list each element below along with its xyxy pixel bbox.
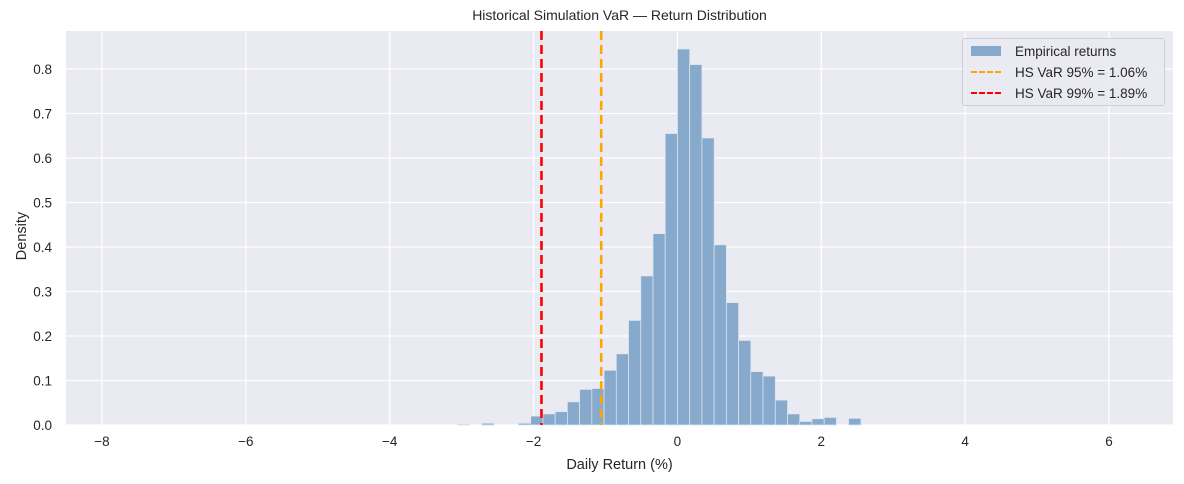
histogram-bar [750,371,764,426]
histogram-bar [566,401,581,426]
legend-item-var95: HS VaR 95% = 1.06% [971,62,1147,82]
histogram-bar [725,302,740,426]
y-tick-label: 0.8 [33,62,52,77]
y-tick-label: 0.1 [33,374,52,389]
histogram-bar [774,399,788,426]
x-tick-label: 2 [818,434,826,449]
legend-label: HS VaR 99% = 1.89% [1015,85,1148,101]
y-tick-label: 0.0 [33,418,52,433]
x-tick-label: −2 [526,434,541,449]
histogram-bar [811,418,825,426]
legend-dashed-line-icon [971,71,1001,73]
histogram-bar [689,64,703,426]
y-axis-ticks: 0.0 0.1 0.2 0.3 0.4 0.5 0.6 0.7 0.8 [33,62,52,433]
y-axis-label: Density [14,211,30,261]
histogram-bar [481,422,495,426]
y-tick-label: 0.5 [33,196,52,211]
x-tick-label: 6 [1105,434,1113,449]
y-tick-label: 0.3 [33,285,52,300]
histogram-bar [848,417,862,426]
histogram-bar [823,417,837,426]
histogram-bar [640,275,654,426]
histogram-bar [664,133,678,426]
histogram-bar [628,320,642,426]
histogram-bar [799,421,813,426]
x-tick-label: −8 [94,434,109,449]
histogram-bar [542,413,556,426]
histogram-bar [591,388,605,426]
histogram-bar [652,233,666,426]
histogram-bar [787,413,801,426]
var-lines [540,31,603,425]
x-tick-label: −4 [382,434,398,449]
x-axis-label: Daily Return (%) [566,457,673,473]
legend-label: HS VaR 95% = 1.06% [1015,64,1148,80]
histogram-bar [615,353,629,426]
x-tick-label: −6 [238,434,253,449]
legend-patch-icon [971,46,1001,56]
histogram-bar [456,423,471,426]
histogram-bar [701,137,715,426]
y-tick-label: 0.7 [33,107,52,122]
legend-dashed-line-icon [971,92,1001,94]
y-tick-label: 0.6 [33,151,52,166]
histogram-bar [603,369,617,426]
x-axis-ticks: −8 −6 −4 −2 0 2 4 6 [94,434,1112,449]
legend: Empirical returns HS VaR 95% = 1.06% HS … [962,38,1165,106]
histogram-bar [518,422,532,426]
histogram-bar [579,388,593,426]
y-tick-label: 0.2 [33,329,52,344]
histogram-bar [554,411,568,426]
y-tick-label: 0.4 [33,240,52,255]
legend-item-var99: HS VaR 99% = 1.89% [971,83,1147,103]
histogram-bar [738,340,752,426]
x-tick-label: 4 [961,434,969,449]
histogram-bar [762,375,776,426]
histogram-bar [677,48,691,426]
chart-title: Historical Simulation VaR — Return Distr… [472,7,767,23]
histogram-bar [713,244,727,426]
legend-item-empirical: Empirical returns [971,41,1116,61]
x-tick-label: 0 [674,434,682,449]
legend-label: Empirical returns [1015,43,1117,59]
